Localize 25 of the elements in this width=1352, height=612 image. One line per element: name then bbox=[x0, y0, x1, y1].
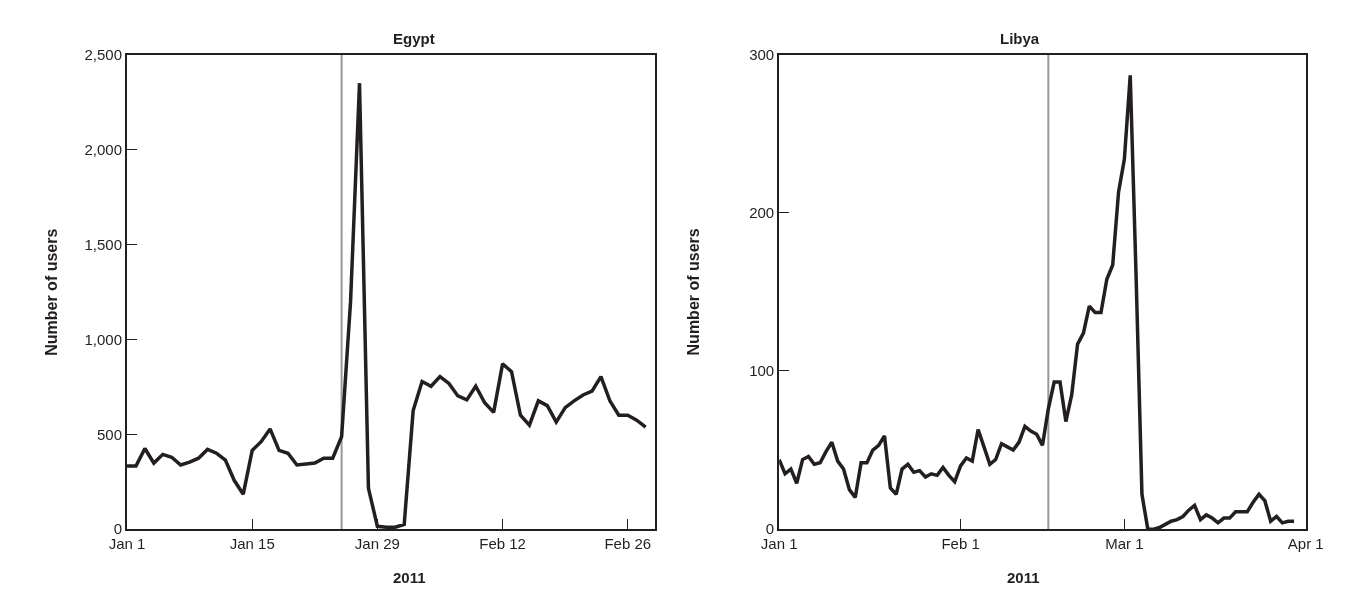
y-tick-label: 500 bbox=[96, 425, 123, 443]
y-axis-title: Number of users bbox=[684, 228, 702, 356]
y-tick-label: 2,000 bbox=[84, 140, 123, 158]
x-tick-label: Jan 29 bbox=[354, 535, 400, 553]
x-tick-label: Feb 12 bbox=[479, 535, 526, 553]
x-tick-label: Feb 1 bbox=[941, 535, 980, 553]
x-axis-title: 2011 bbox=[393, 569, 426, 586]
chart-title: Libya bbox=[1000, 30, 1040, 47]
y-tick-label: 100 bbox=[749, 362, 775, 380]
x-tick-label: Jan 15 bbox=[229, 535, 275, 553]
x-tick-label: Jan 1 bbox=[760, 535, 798, 553]
x-tick-label: Feb 26 bbox=[604, 535, 652, 553]
y-tick-label: 1,500 bbox=[84, 235, 123, 253]
y-axis-title: Number of users bbox=[42, 228, 60, 356]
x-axis-title: 2011 bbox=[1007, 569, 1040, 586]
y-tick-label: 200 bbox=[749, 204, 775, 222]
chart-title: Egypt bbox=[393, 30, 435, 47]
y-tick-label: 1,000 bbox=[84, 330, 123, 348]
x-tick-label: Jan 1 bbox=[108, 535, 146, 553]
y-tick-label: 0 bbox=[765, 520, 775, 538]
y-tick-label: 0 bbox=[113, 520, 123, 538]
y-tick-label: 300 bbox=[749, 45, 775, 63]
x-tick-label: Mar 1 bbox=[1105, 535, 1144, 553]
y-tick-label: 2,500 bbox=[84, 45, 123, 63]
x-tick-label: Apr 1 bbox=[1287, 535, 1324, 553]
